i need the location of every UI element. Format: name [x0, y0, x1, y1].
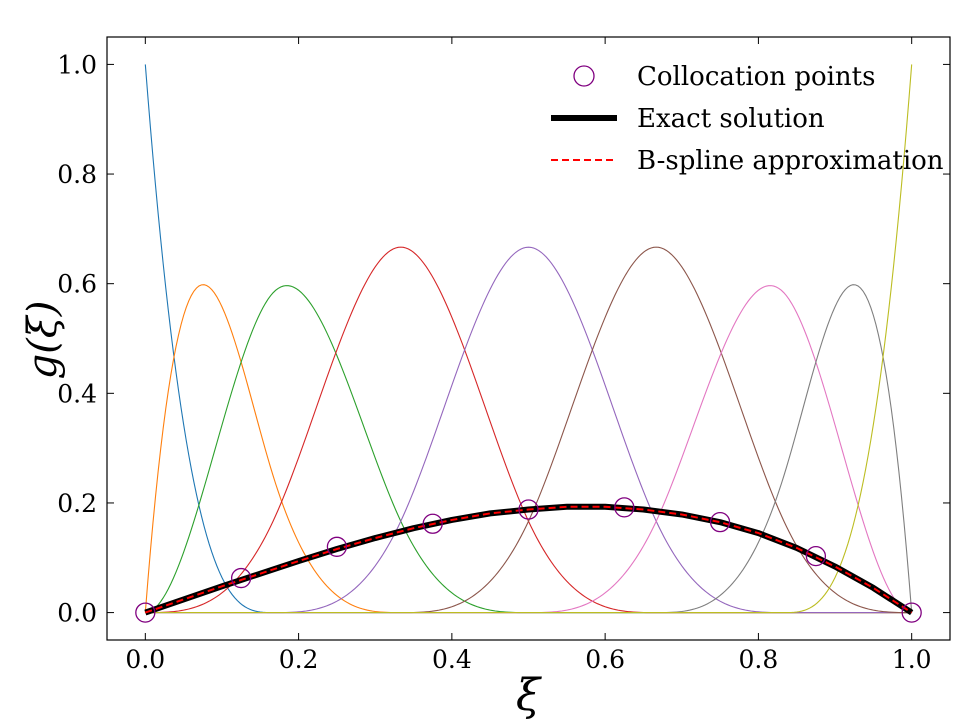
x-tick-label: 1.0 — [892, 645, 932, 674]
x-tick-label: 0.2 — [279, 645, 319, 674]
collocation-point — [709, 511, 731, 533]
x-tick-label: 0.6 — [585, 645, 625, 674]
collocation-point — [135, 602, 156, 623]
x-tick-label: 0.4 — [432, 645, 472, 674]
y-tick-label: 0.0 — [57, 599, 97, 628]
basis-function-9 — [145, 64, 913, 614]
legend-marker-collocation — [573, 65, 595, 87]
basis-functions — [144, 64, 913, 614]
collocation-point — [901, 602, 922, 623]
plot-frame — [106, 36, 951, 641]
collocation-point — [518, 499, 539, 520]
collocation-point — [230, 567, 252, 589]
legend: Collocation points Exact solution B-spline… — [551, 62, 944, 176]
collocation-point — [805, 545, 827, 567]
collocation-point — [614, 497, 635, 518]
legend-label: Collocation points — [637, 62, 875, 92]
y-tick-label: 0.6 — [57, 270, 97, 299]
y-tick-label: 0.8 — [57, 160, 97, 189]
collocation-point — [326, 536, 348, 557]
x-tick-label: 0.0 — [125, 645, 165, 674]
y-tick-label: 0.2 — [57, 489, 97, 518]
x-axis-label: ξ — [516, 670, 543, 719]
y-tick-label: 1.0 — [57, 50, 97, 79]
legend-label: Exact solution — [637, 104, 825, 134]
bspline-approximation-line — [144, 505, 913, 614]
y-axis-label: g(ξ) — [20, 301, 66, 380]
legend-label: B-spline approximation — [637, 146, 944, 176]
x-tick-label: 0.8 — [739, 645, 779, 674]
axis-ticks: 0.0 0.2 0.4 0.6 0.8 1.0 0.0 0.2 0.4 0.6 0.8 1.0 — [57, 37, 950, 674]
data-series — [135, 497, 922, 623]
y-tick-label: 0.4 — [57, 379, 97, 408]
collocation-point — [422, 513, 443, 534]
